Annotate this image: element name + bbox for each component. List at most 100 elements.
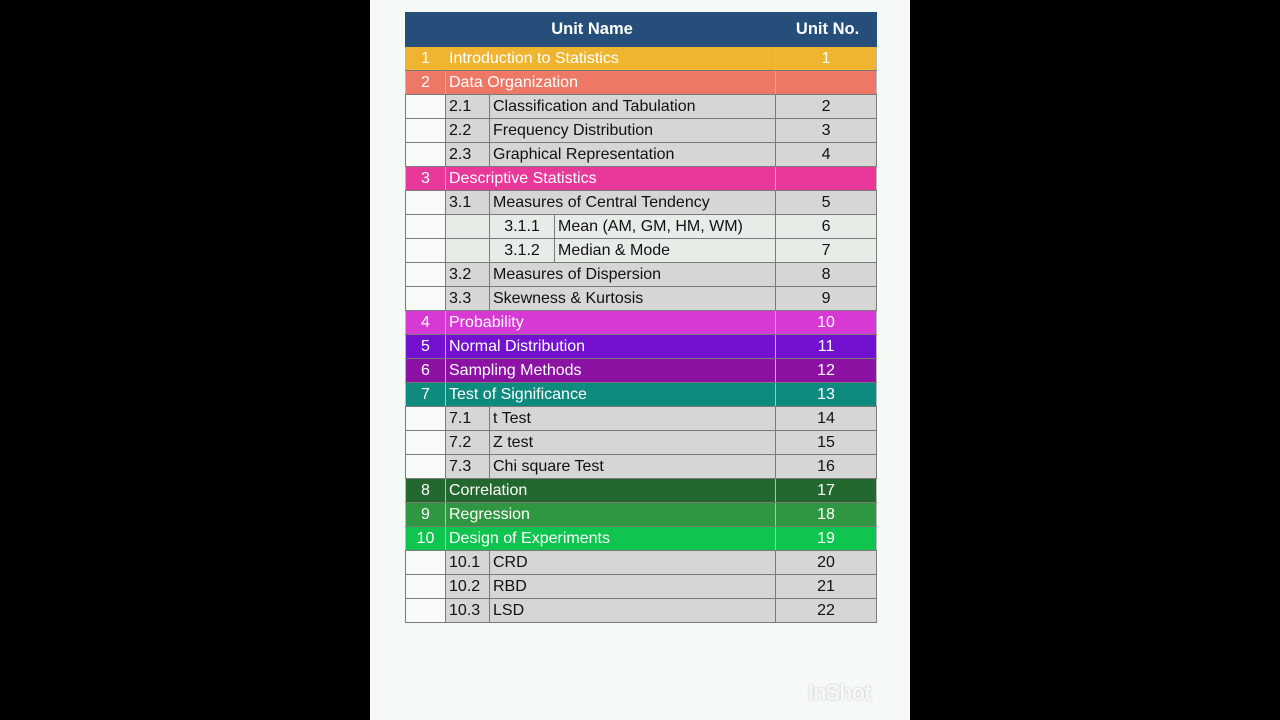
header-unit-name: Unit Name	[404, 12, 777, 47]
unit-number: 18	[775, 502, 878, 527]
table-row: 2.2 Frequency Distribution 3	[405, 118, 878, 143]
blank-cell	[405, 598, 446, 623]
blank-cell	[405, 430, 446, 455]
unit-code: 2	[405, 70, 446, 95]
unit-name: Sampling Methods	[444, 358, 777, 383]
blank-cell	[405, 262, 446, 287]
table-row: 3.1 Measures of Central Tendency 5	[405, 190, 878, 215]
unit-number	[775, 166, 878, 191]
blank-cell	[405, 190, 446, 215]
unit-name: Test of Significance	[444, 382, 777, 407]
table-row: 2.3 Graphical Representation 4	[405, 142, 878, 167]
unit-name: Correlation	[444, 478, 777, 503]
unit-number: 14	[775, 406, 878, 431]
unit-code: 5	[405, 334, 446, 359]
unit-number: 17	[775, 478, 878, 503]
table-row: 8 Correlation 17	[405, 478, 878, 503]
header-unit-no: Unit No.	[775, 12, 878, 47]
unit-code: 9	[405, 502, 446, 527]
blank-cell	[445, 238, 490, 263]
unit-name: RBD	[488, 574, 777, 599]
unit-code: 3.2	[445, 262, 490, 287]
unit-code: 8	[405, 478, 446, 503]
unit-name: Normal Distribution	[444, 334, 777, 359]
table-header-row: Unit Name Unit No.	[404, 12, 878, 47]
table-row: 7.2 Z test 15	[405, 430, 878, 455]
blank-cell	[405, 214, 446, 239]
unit-number: 11	[775, 334, 878, 359]
unit-code: 10.3	[445, 598, 490, 623]
table-row: 2.1 Classification and Tabulation 2	[405, 94, 878, 119]
unit-code: 4	[405, 310, 446, 335]
blank-cell	[445, 214, 490, 239]
table-row: 3.1.2 Median & Mode 7	[405, 238, 878, 263]
unit-number: 20	[775, 550, 878, 575]
unit-number: 3	[775, 118, 878, 143]
unit-name: Mean (AM, GM, HM, WM)	[553, 214, 777, 239]
blank-cell	[405, 286, 446, 311]
unit-name: CRD	[488, 550, 777, 575]
unit-name: Measures of Dispersion	[488, 262, 777, 287]
blank-cell	[405, 406, 446, 431]
unit-name: Classification and Tabulation	[488, 94, 777, 119]
unit-code: 10.2	[445, 574, 490, 599]
unit-number: 16	[775, 454, 878, 479]
unit-name: Design of Experiments	[444, 526, 777, 551]
unit-code: 3.1.1	[489, 214, 555, 239]
blank-cell	[405, 238, 446, 263]
unit-code: 7.1	[445, 406, 490, 431]
unit-name: t Test	[488, 406, 777, 431]
unit-number: 6	[775, 214, 878, 239]
unit-code: 2.2	[445, 118, 490, 143]
table-row: 9 Regression 18	[405, 502, 878, 527]
blank-cell	[405, 118, 446, 143]
unit-code: 7	[405, 382, 446, 407]
unit-code: 2.1	[445, 94, 490, 119]
unit-name: Introduction to Statistics	[444, 46, 777, 71]
unit-name: Descriptive Statistics	[444, 166, 777, 191]
unit-number: 7	[775, 238, 878, 263]
unit-number: 8	[775, 262, 878, 287]
table-row: 3.2 Measures of Dispersion 8	[405, 262, 878, 287]
unit-name: Z test	[488, 430, 777, 455]
table-row: 10 Design of Experiments 19	[405, 526, 878, 551]
table-row: 5 Normal Distribution 11	[405, 334, 878, 359]
unit-name: Median & Mode	[553, 238, 777, 263]
unit-code: 3	[405, 166, 446, 191]
unit-code: 6	[405, 358, 446, 383]
unit-number: 19	[775, 526, 878, 551]
blank-cell	[405, 94, 446, 119]
unit-number	[775, 70, 878, 95]
table-row: 1 Introduction to Statistics 1	[405, 46, 878, 71]
unit-name: Probability	[444, 310, 777, 335]
unit-number: 22	[775, 598, 878, 623]
unit-code: 3.3	[445, 286, 490, 311]
table-row: 10.3 LSD 22	[405, 598, 878, 623]
unit-name: Graphical Representation	[488, 142, 777, 167]
table-row: 10.1 CRD 20	[405, 550, 878, 575]
unit-number: 9	[775, 286, 878, 311]
unit-name: Frequency Distribution	[488, 118, 777, 143]
unit-code: 2.3	[445, 142, 490, 167]
unit-name: Skewness & Kurtosis	[488, 286, 777, 311]
unit-name: Data Organization	[444, 70, 777, 95]
unit-code: 7.3	[445, 454, 490, 479]
table-row: 3.1.1 Mean (AM, GM, HM, WM) 6	[405, 214, 878, 239]
unit-code: 10	[405, 526, 446, 551]
table-row: 7 Test of Significance 13	[405, 382, 878, 407]
unit-name: LSD	[488, 598, 777, 623]
table-row: 10.2 RBD 21	[405, 574, 878, 599]
unit-code: 1	[405, 46, 446, 71]
table-row: 7.1 t Test 14	[405, 406, 878, 431]
blank-cell	[405, 550, 446, 575]
unit-number: 10	[775, 310, 878, 335]
unit-number: 4	[775, 142, 878, 167]
unit-number: 13	[775, 382, 878, 407]
unit-name: Regression	[444, 502, 777, 527]
table-row: 3 Descriptive Statistics	[405, 166, 878, 191]
inshot-watermark: InShot	[808, 680, 871, 705]
unit-number: 5	[775, 190, 878, 215]
table-row: 2 Data Organization	[405, 70, 878, 95]
unit-number: 1	[775, 46, 878, 71]
table-row: 6 Sampling Methods 12	[405, 358, 878, 383]
